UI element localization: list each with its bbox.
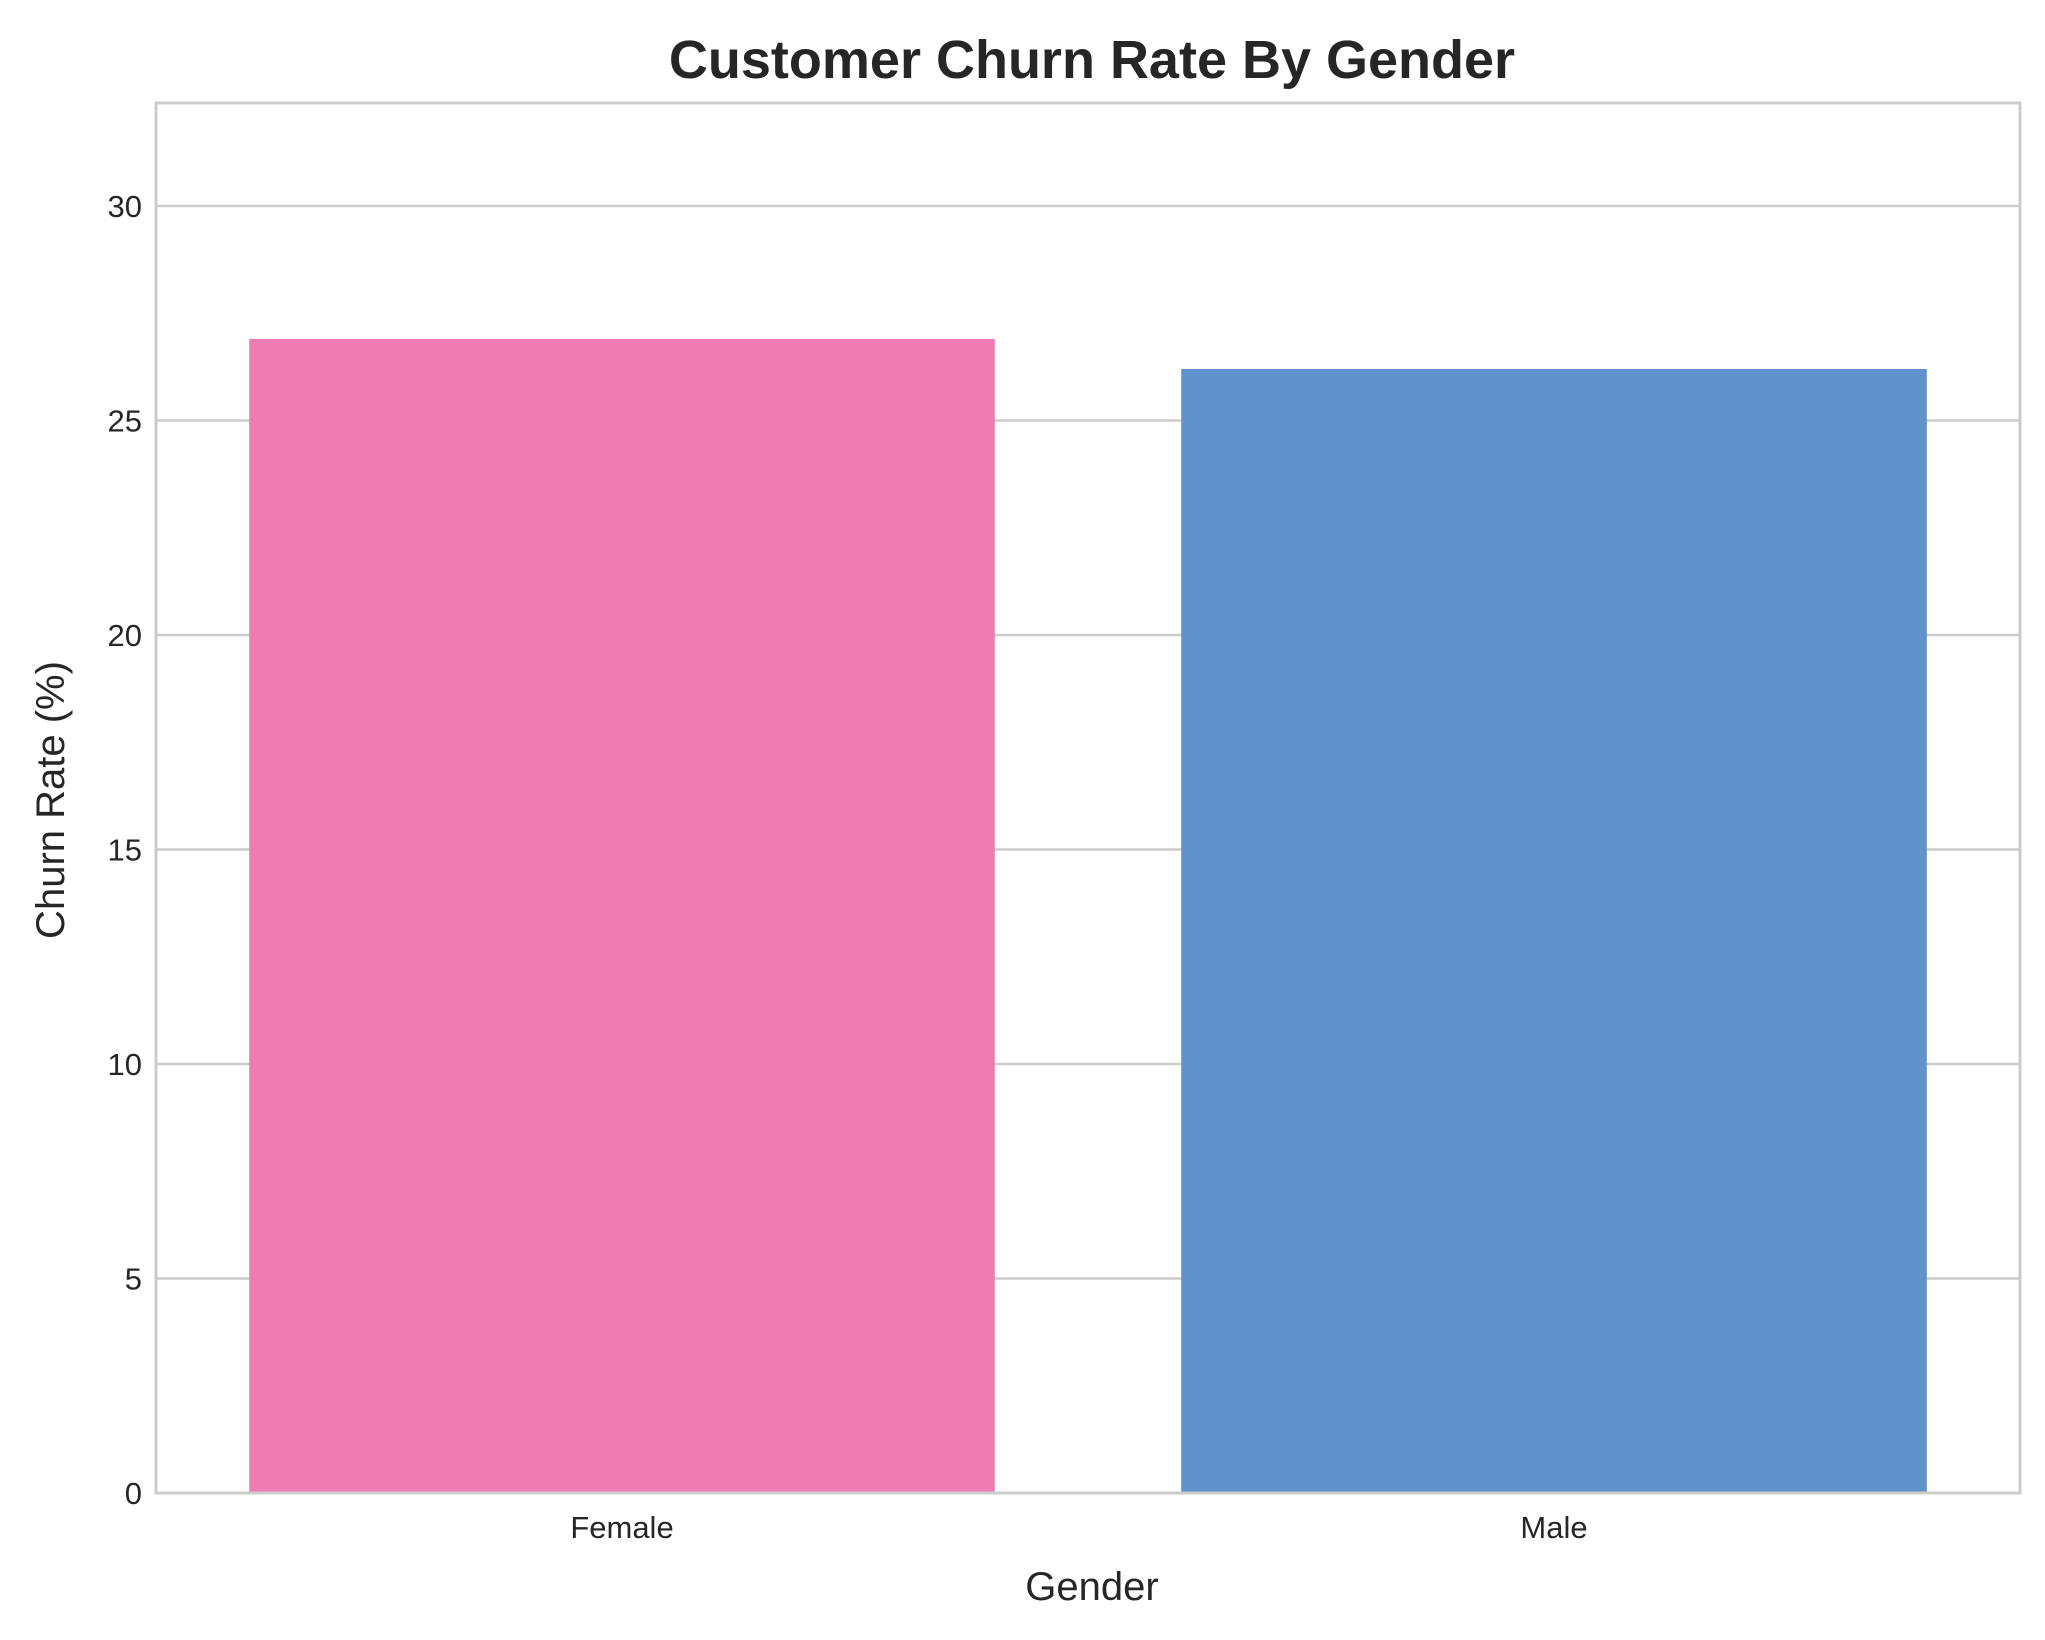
chart-title: Customer Churn Rate By Gender bbox=[669, 30, 1515, 90]
y-tick-label: 30 bbox=[108, 189, 142, 224]
y-tick-label: 20 bbox=[108, 618, 142, 653]
y-tick-labels: 0 5 10 15 20 25 30 bbox=[108, 189, 142, 1511]
plot-frame bbox=[154, 101, 2022, 1495]
bar-female bbox=[249, 338, 995, 1493]
bar-male bbox=[1181, 368, 1927, 1493]
y-tick-label: 25 bbox=[108, 403, 142, 438]
y-tick-label: 10 bbox=[108, 1047, 142, 1082]
y-tick-label: 5 bbox=[125, 1261, 142, 1296]
x-tick-label-male: Male bbox=[1520, 1510, 1587, 1545]
x-axis-label: Gender bbox=[1025, 1565, 1158, 1609]
x-tick-labels: Female Male bbox=[570, 1510, 1587, 1545]
y-axis-label: Churn Rate (%) bbox=[29, 661, 73, 939]
y-tick-label: 15 bbox=[108, 832, 142, 867]
y-tick-label: 0 bbox=[125, 1476, 142, 1511]
x-tick-label-female: Female bbox=[570, 1510, 673, 1545]
bars bbox=[249, 338, 1927, 1493]
